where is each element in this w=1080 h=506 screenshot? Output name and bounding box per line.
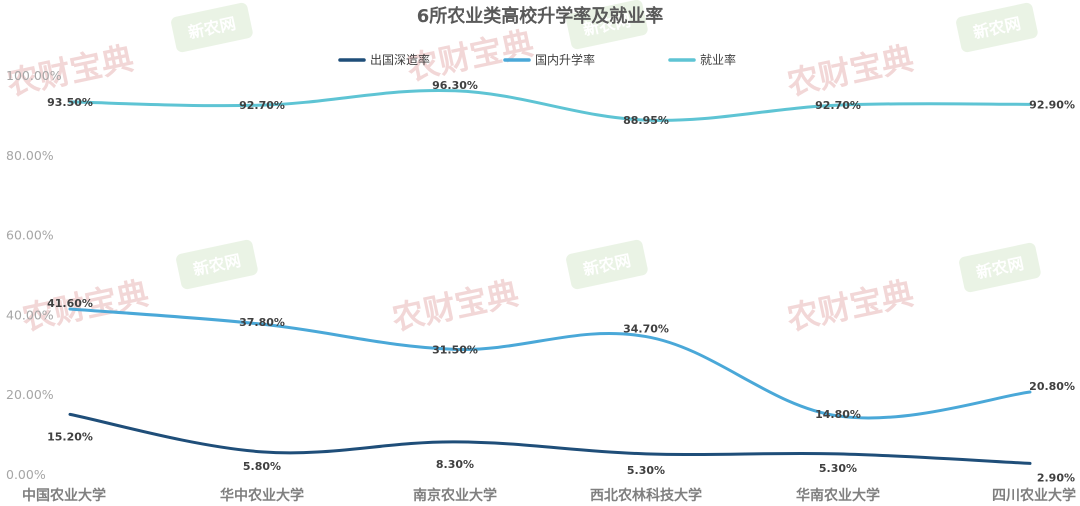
chart-title: 6所农业类高校升学率及就业率 [417,5,664,27]
watermark-badge-bg [959,242,1041,293]
watermark-badge-bg [566,0,648,50]
data-label: 5.30% [819,462,857,475]
watermark-badge-bg [566,239,648,290]
x-tick-label: 华中农业大学 [220,487,304,504]
watermark-badge: 新农网 [956,2,1038,53]
data-label: 92.90% [1029,98,1075,111]
series-domestic-study-line [68,307,1032,420]
watermark-badge-bg [176,239,258,290]
x-tick-label: 华南农业大学 [796,487,880,504]
data-label: 41.60% [47,297,93,310]
watermark-badge: 新农网 [566,239,648,290]
watermark-text: 农财宝典 [784,274,917,338]
series-layer [68,88,1032,465]
data-label: 14.80% [815,408,861,421]
data-label: 5.30% [627,464,665,477]
legend-label: 国内升学率 [535,52,595,67]
data-label: 92.70% [239,99,285,112]
data-label: 5.80% [243,460,281,473]
watermark-text: 农财宝典 [784,39,917,103]
y-tick-label: 100.00% [6,68,62,83]
data-label: 8.30% [436,458,474,471]
data-label: 88.95% [623,114,669,127]
watermark-badge: 新农网 [176,239,258,290]
watermark-badge: 新农网 [171,2,253,53]
data-label: 15.20% [47,430,93,443]
series-outbound-study-line [68,412,1032,465]
watermark-badge-bg [956,2,1038,53]
x-tick-label: 四川农业大学 [992,487,1076,504]
x-tick-label: 西北农林科技大学 [590,487,702,504]
x-tick-label: 南京农业大学 [413,487,497,504]
legend: 出国深造率 国内升学率 就业率 [338,52,736,67]
watermark-layer: 农财宝典 农财宝典 农财宝典农财宝典 农财宝典 农财宝典新农网 新农网 新农网新农网 新农网新… [4,0,1041,338]
y-tick-label: 60.00% [6,228,54,243]
data-label: 37.80% [239,316,285,329]
data-label: 20.80% [1029,380,1075,393]
x-axis: 中国农业大学 华中农业大学 南京农业大学 西北农林科技大学 华南农业大学 四川农业大学 [22,487,1076,504]
watermark-badge: 新农网 [959,242,1041,293]
watermark-badge-bg [171,2,253,53]
legend-label: 出国深造率 [370,52,430,67]
x-tick-label: 中国农业大学 [22,487,106,504]
y-axis: 0.00% 20.00% 40.00% 60.00% 80.00% 100.00% [6,68,62,482]
y-tick-label: 20.00% [6,387,54,402]
watermark-text: 农财宝典 [389,274,522,338]
data-label: 2.90% [1037,471,1075,484]
data-label: 93.50% [47,96,93,109]
watermark-badge: 新农网 [566,0,648,50]
data-label: 96.30% [432,79,478,92]
data-label: 92.70% [815,99,861,112]
series-employment-line [68,88,1032,122]
y-tick-label: 80.00% [6,148,54,163]
y-tick-label: 40.00% [6,307,54,322]
data-labels: 15.20% 5.80% 8.30% 5.30% 5.30% 2.90% 41.60% 37.… [47,79,1075,485]
legend-label: 就业率 [700,52,736,67]
data-label: 31.50% [432,343,478,356]
y-tick-label: 0.00% [6,467,46,482]
data-label: 34.70% [623,323,669,336]
